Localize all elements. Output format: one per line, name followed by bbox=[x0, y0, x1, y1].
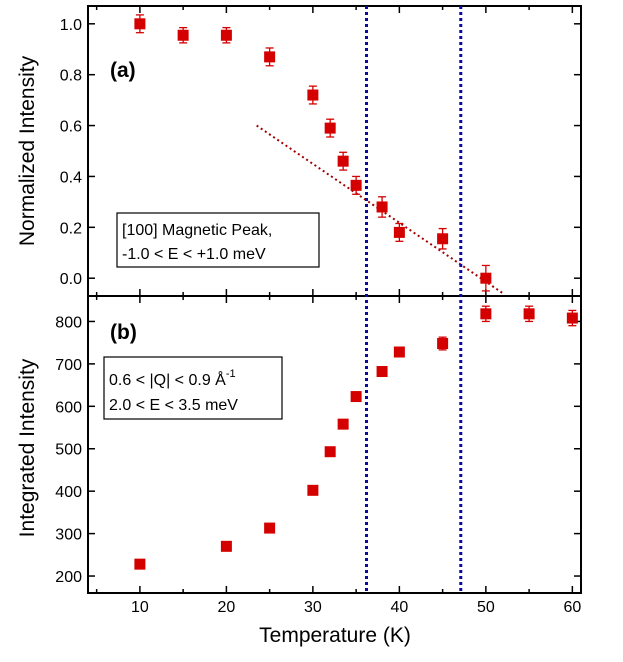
panel-b-y-tick-label: 300 bbox=[55, 527, 82, 544]
panel-a-y-tick-label: 0.8 bbox=[60, 68, 82, 85]
data-point bbox=[393, 226, 405, 238]
data-point bbox=[337, 418, 349, 430]
panel-b-annotation-box: 0.6 < |Q| < 0.9 Å-1 2.0 < E < 3.5 meV bbox=[103, 356, 283, 420]
data-point bbox=[264, 522, 276, 534]
transition-lines bbox=[365, 6, 463, 593]
data-point bbox=[177, 29, 189, 41]
panel-a-annotation-line-2: -1.0 < E < +1.0 meV bbox=[122, 246, 266, 263]
x-tick-label: 20 bbox=[217, 599, 235, 616]
panel-a-label: (a) bbox=[110, 59, 136, 82]
data-point bbox=[523, 308, 535, 320]
panel-b-y-tick-label: 400 bbox=[55, 484, 82, 501]
data-point bbox=[350, 179, 362, 191]
data-point bbox=[220, 540, 232, 552]
data-point bbox=[350, 391, 362, 403]
panel-b-y-tick-label: 500 bbox=[55, 442, 82, 459]
data-point bbox=[307, 484, 319, 496]
x-tick-label: 60 bbox=[563, 599, 581, 616]
panel-a-y-tick-labels: 0.0 0.2 0.4 0.6 0.8 1.0 bbox=[60, 17, 82, 288]
panel-b-annotation-line-1: 0.6 < |Q| < 0.9 Å-1 bbox=[109, 368, 236, 389]
x-tick-label: 40 bbox=[390, 599, 408, 616]
panel-b-label: (b) bbox=[110, 321, 137, 344]
data-point bbox=[437, 338, 449, 350]
panel-a-annotation-line-1: [100] Magnetic Peak, bbox=[122, 222, 272, 239]
panel-b-x-ticks bbox=[95, 296, 574, 593]
panel-b-y-tick-labels: 200 300 400 500 600 700 800 bbox=[55, 314, 82, 586]
x-tick-label: 10 bbox=[131, 599, 149, 616]
panel-b-y-tick-label: 600 bbox=[55, 399, 82, 416]
data-point bbox=[324, 122, 336, 134]
data-point bbox=[307, 89, 319, 101]
data-point bbox=[437, 233, 449, 245]
panel-b-y-tick-label: 700 bbox=[55, 357, 82, 374]
panel-a-y-tick-label: 0.2 bbox=[60, 220, 82, 237]
x-axis-label: Temperature (K) bbox=[259, 624, 411, 647]
panel-a-data-points bbox=[134, 14, 492, 292]
panel-a-y-tick-label: 0.6 bbox=[60, 119, 82, 136]
data-point bbox=[393, 346, 405, 358]
panel-b: 200 300 400 500 600 700 800 10 20 30 40 50 60 Integ… bbox=[16, 295, 582, 647]
data-point bbox=[566, 312, 578, 324]
panel-a-annotation-box: [100] Magnetic Peak, -1.0 < E < +1.0 meV bbox=[116, 212, 320, 268]
panel-b-y-axis-label: Integrated Intensity bbox=[16, 358, 39, 537]
panel-a-y-tick-label: 0.0 bbox=[60, 271, 82, 288]
panel-b-y-tick-label: 800 bbox=[55, 314, 82, 331]
data-point bbox=[264, 51, 276, 63]
panel-b-annotation-superscript: -1 bbox=[226, 368, 236, 380]
data-point bbox=[134, 558, 146, 570]
panel-b-annotation-q-range: 0.6 < |Q| < 0.9 Å bbox=[109, 370, 226, 389]
panel-a-y-tick-label: 0.4 bbox=[60, 169, 82, 186]
data-point bbox=[324, 446, 336, 458]
data-point bbox=[337, 155, 349, 167]
panel-b-x-tick-labels: 10 20 30 40 50 60 bbox=[131, 599, 581, 616]
panel-b-annotation-line-2: 2.0 < E < 3.5 meV bbox=[109, 397, 238, 414]
data-point bbox=[376, 366, 388, 378]
data-point bbox=[480, 272, 492, 284]
panel-b-y-tick-label: 200 bbox=[55, 569, 82, 586]
panel-b-data-points bbox=[134, 305, 578, 570]
panel-a-y-axis-label: Normalized Intensity bbox=[16, 55, 39, 246]
data-point bbox=[480, 308, 492, 320]
panel-b-frame bbox=[87, 295, 582, 594]
panel-a: 0.00.20.40.60.81.0 Normalized Intensity … bbox=[16, 5, 582, 297]
x-tick-label: 50 bbox=[477, 599, 495, 616]
data-point bbox=[376, 201, 388, 213]
x-tick-label: 30 bbox=[304, 599, 322, 616]
panel-a-y-tick-label: 1.0 bbox=[60, 17, 82, 34]
data-point bbox=[134, 18, 146, 30]
data-point bbox=[220, 29, 232, 41]
